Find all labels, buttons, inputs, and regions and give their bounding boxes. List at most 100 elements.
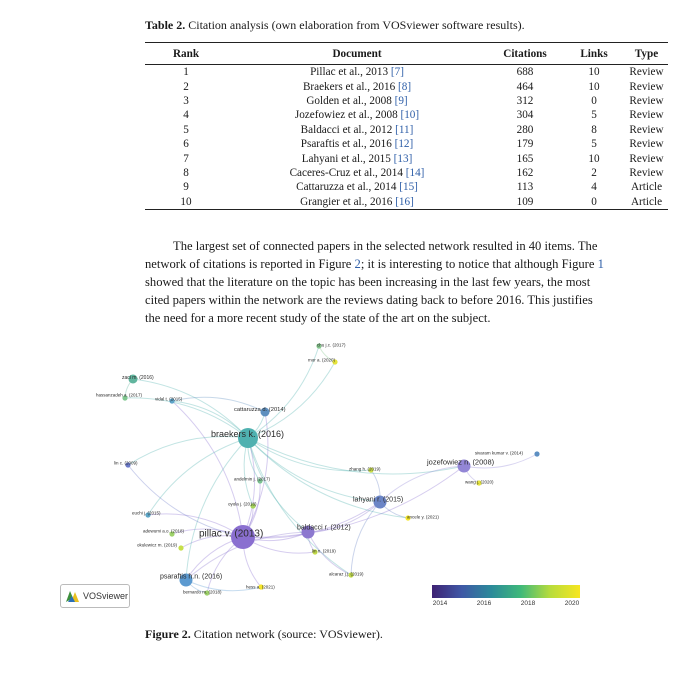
node-circle [179, 573, 193, 587]
citations-cell: 464 [516, 80, 534, 93]
network-node[interactable]: psaraftis h.n. (2016) [160, 573, 222, 587]
node-label: zaci m. (2016) [122, 375, 154, 381]
paragraph-text: ; it is interesting to notice that altho… [360, 257, 598, 271]
citations-cell: 179 [516, 138, 534, 151]
network-node[interactable]: baldacci r. (2012) [297, 524, 351, 539]
network-node[interactable]: lahyani r. (2015) [353, 495, 403, 509]
node-circle [145, 512, 151, 518]
node-label: vidal t. (2015) [155, 397, 183, 402]
rank-cell: 9 [183, 181, 189, 194]
network-node[interactable]: andelmin j. (2017) [234, 477, 271, 484]
network-node[interactable]: cattaruzza d. (2014) [234, 407, 286, 417]
network-node[interactable]: pillac v. (2013) [199, 525, 263, 549]
network-edge [350, 501, 381, 576]
type-cell: Review [629, 152, 664, 165]
links-cell: 2 [591, 166, 597, 179]
paragraph-text: The largest set of connected papers in t… [173, 239, 598, 253]
node-label: braekers k. (2016) [211, 429, 284, 439]
network-node[interactable]: adewumi a.o. (2018) [143, 529, 185, 537]
network-edge [247, 345, 320, 439]
node-label: wang j. (2020) [465, 480, 494, 485]
paragraph-line: network of citations is reported in Figu… [145, 255, 668, 273]
network-node[interactable]: ancele y. (2021) [405, 515, 439, 521]
node-circle [128, 374, 138, 384]
network-node[interactable]: sivaram kumar v. (2014) [475, 451, 540, 457]
header-citations: Citations [487, 42, 563, 65]
reference-link[interactable]: [16] [395, 195, 414, 208]
figure-2-link[interactable]: 2 [354, 257, 361, 271]
reference-link[interactable]: [14] [405, 166, 425, 179]
citations-cell: 280 [516, 123, 534, 136]
node-circle [260, 407, 270, 417]
scale-tick: 2020 [564, 600, 580, 607]
reference-link[interactable]: [9] [394, 94, 408, 107]
document-cell: Pillac et al., 2013 [7] [227, 65, 487, 80]
network-node[interactable]: zaci m. (2016) [122, 374, 154, 384]
cropped-text-line [140, 0, 670, 5]
network-node[interactable]: alcaraz j.j. (2019) [329, 572, 364, 578]
network-edge [132, 378, 249, 439]
network-node[interactable]: euchi j. (2015) [132, 511, 161, 518]
reference-link[interactable]: [12] [394, 138, 414, 151]
reference-link[interactable]: [7] [390, 66, 404, 79]
citation-network: pillac v. (2013) braekers k. (2016) baldac… [57, 335, 612, 615]
network-edge [185, 579, 262, 592]
network-edge [242, 465, 465, 538]
reference-link[interactable]: [10] [400, 109, 420, 122]
document-name: Cattaruzza et al., 2014 [296, 181, 397, 194]
network-node[interactable]: braekers k. (2016) [211, 428, 284, 448]
node-label: jozefowiez n. (2008) [426, 458, 495, 467]
document-name: Grangier et al., 2016 [300, 195, 393, 208]
node-circle [332, 359, 338, 365]
table-row: 8 Caceres-Cruz et al., 2014 [14] 162 2 Revie… [145, 166, 668, 180]
reference-link[interactable]: [8] [398, 80, 412, 93]
network-node[interactable]: jozefowiez n. (2008) [426, 458, 495, 473]
node-circle [122, 395, 128, 401]
node-circle [204, 590, 210, 596]
reference-link[interactable]: [13] [393, 152, 413, 165]
links-cell: 10 [588, 152, 600, 165]
network-node[interactable]: vidal t. (2015) [155, 397, 183, 404]
node-circle [258, 584, 264, 590]
reference-link[interactable]: [11] [395, 123, 414, 136]
rank-cell: 3 [183, 94, 189, 107]
network-node[interactable]: bernardo m. (2018) [183, 590, 222, 596]
node-label: bernardo m. (2018) [183, 590, 222, 595]
network-node[interactable]: zhang h. (2019) [349, 467, 381, 473]
network-edge [247, 437, 372, 472]
figure-caption-text: Citation network (source: VOSviewer). [193, 627, 383, 641]
network-node[interactable]: lin c. (2009) [114, 461, 138, 468]
type-cell: Review [629, 138, 664, 151]
citations-cell: 688 [516, 66, 534, 79]
network-node[interactable]: mor a. (2020) [308, 358, 338, 365]
network-node[interactable]: wang j. (2020) [465, 480, 494, 486]
network-edge [247, 437, 465, 475]
node-label: mor a. (2020) [308, 358, 336, 363]
node-circle [476, 480, 482, 486]
network-node[interactable]: lin n. (2019) [312, 549, 336, 555]
reference-link[interactable]: [15] [399, 181, 418, 194]
header-links: Links [563, 42, 625, 65]
network-node[interactable]: oyola j. (2018) [228, 502, 257, 509]
document-name: Pillac et al., 2013 [310, 66, 389, 79]
paragraph-text: network of citations is reported in Figu… [145, 257, 355, 271]
node-circle [125, 462, 131, 468]
citations-cell: 109 [487, 194, 563, 210]
header-type: Type [625, 42, 668, 65]
document-name: Baldacci et al., 2012 [300, 123, 393, 136]
type-cell: Review [629, 166, 664, 179]
table-row: 3 Golden et al., 2008 [9] 312 0 Review [145, 94, 668, 108]
network-node[interactable]: hassanzadeh a. (2017) [96, 393, 143, 401]
network-node[interactable]: hess a. (2021) [246, 584, 275, 590]
figure-1-link[interactable]: 1 [597, 257, 604, 271]
type-cell: Review [629, 109, 664, 122]
document-name: Lahyani et al., 2015 [301, 152, 391, 165]
type-cell: Review [629, 66, 664, 79]
table-row: 5 Baldacci et al., 2012 [11] 280 8 Review [145, 123, 668, 137]
node-circle [348, 572, 354, 578]
type-cell: Review [629, 94, 664, 107]
scale-tick: 2014 [432, 600, 448, 607]
network-node[interactable]: okulewicz m. (2019) [137, 543, 184, 551]
document-cell: Jozefowiez et al., 2008 [10] [227, 108, 487, 122]
network-node[interactable]: chu j.c. (2017) [316, 343, 346, 349]
